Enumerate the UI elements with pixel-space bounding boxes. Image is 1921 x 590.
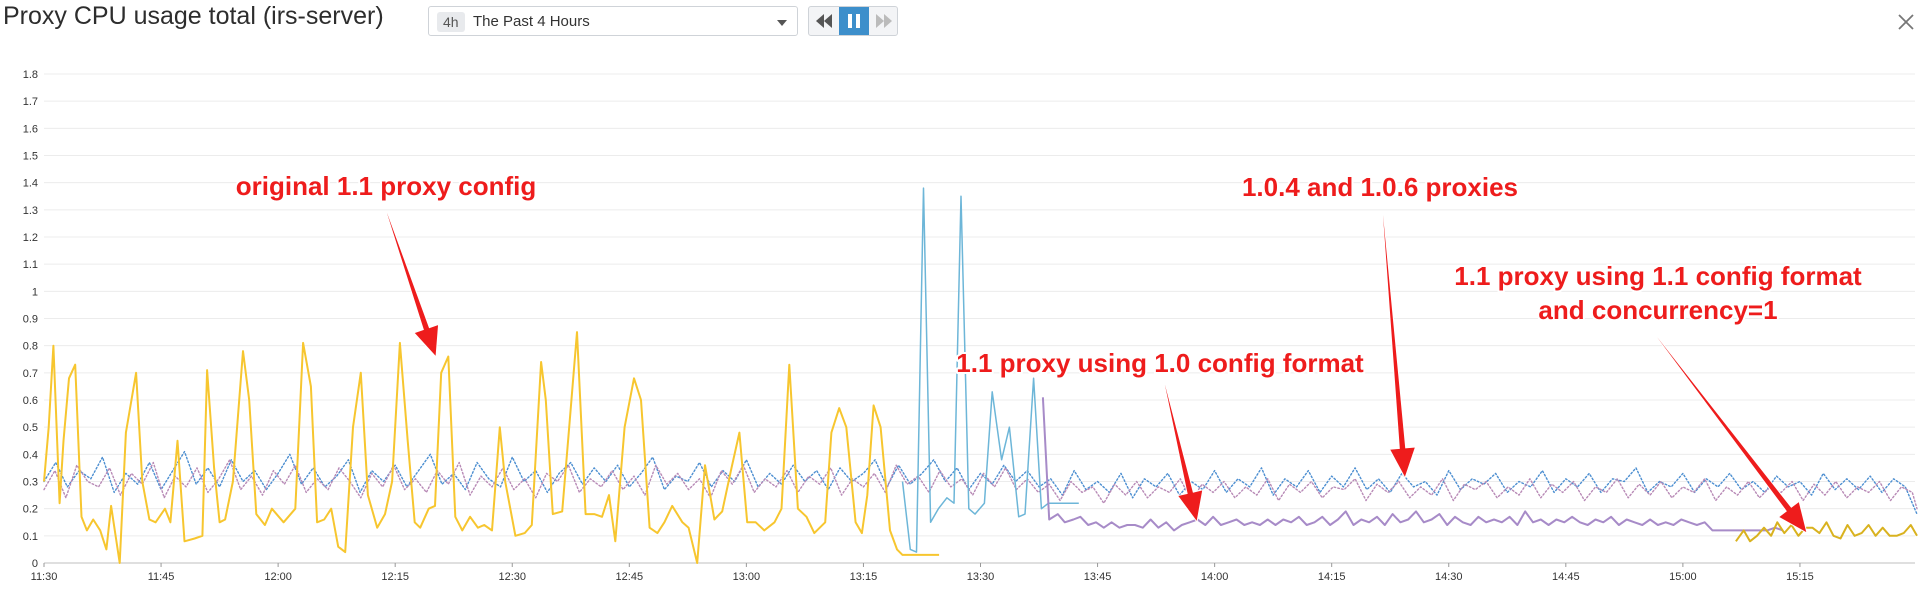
y-tick-label: 0.3 bbox=[23, 477, 38, 489]
y-tick-label: 0.5 bbox=[23, 422, 38, 434]
y-tick-label: 1.5 bbox=[23, 151, 38, 163]
y-axis-ticks: 0 0.1 0.2 0.3 0.4 0.5 0.6 0.7 0.8 0.9 1 1.1 1.2 1.3 1.… bbox=[23, 69, 38, 570]
x-tick-label: 13:00 bbox=[733, 571, 761, 583]
arrow-10format bbox=[1163, 384, 1204, 524]
series-line-5 bbox=[43, 459, 1918, 510]
timeframe-selector[interactable]: 4h The Past 4 Hours bbox=[428, 6, 798, 36]
rewind-button[interactable] bbox=[809, 7, 839, 35]
x-tick-label: 13:15 bbox=[850, 571, 878, 583]
x-tick-label: 14:45 bbox=[1552, 571, 1580, 583]
fast-forward-button[interactable] bbox=[869, 7, 897, 35]
series-line-0 bbox=[43, 331, 940, 564]
playback-controls bbox=[808, 6, 898, 36]
y-tick-label: 0.4 bbox=[23, 449, 38, 461]
ann-104-line-0: 1.0.4 and 1.0.6 proxies bbox=[1242, 172, 1518, 202]
x-tick-label: 12:15 bbox=[381, 571, 409, 583]
x-tick-label: 14:15 bbox=[1318, 571, 1346, 583]
x-tick-label: 14:00 bbox=[1201, 571, 1229, 583]
y-tick-label: 1.2 bbox=[23, 232, 38, 244]
x-tick-label: 12:45 bbox=[616, 571, 644, 583]
y-tick-label: 0.1 bbox=[23, 531, 38, 543]
y-tick-label: 1.4 bbox=[23, 178, 38, 190]
arrow-concurrency bbox=[1655, 336, 1808, 534]
y-tick-label: 1.7 bbox=[23, 96, 38, 108]
y-tick-label: 1.6 bbox=[23, 123, 38, 135]
y-tick-label: 0.2 bbox=[23, 504, 38, 516]
arrow-104 bbox=[1381, 214, 1417, 480]
rewind-icon bbox=[816, 14, 832, 28]
page-title: Proxy CPU usage total (irs-server) bbox=[3, 2, 384, 30]
y-tick-label: 1.3 bbox=[23, 205, 38, 217]
pause-button[interactable] bbox=[839, 7, 869, 35]
close-icon[interactable] bbox=[1896, 12, 1916, 32]
arrow-original bbox=[385, 212, 440, 359]
x-tick-label: 15:00 bbox=[1669, 571, 1697, 583]
x-tick-label: 12:30 bbox=[498, 571, 526, 583]
pause-icon bbox=[848, 14, 860, 28]
annotations: original 1.1 proxy config 1.0.4 and 1.0.6… bbox=[234, 169, 1864, 380]
y-tick-label: 0.7 bbox=[23, 368, 38, 380]
x-tick-label: 14:30 bbox=[1435, 571, 1463, 583]
x-tick-label: 13:45 bbox=[1084, 571, 1112, 583]
ann-original-line-0: original 1.1 proxy config bbox=[236, 171, 537, 201]
y-tick-label: 1 bbox=[32, 286, 38, 298]
ann-concurrency-line-1: and concurrency=1 bbox=[1538, 295, 1777, 325]
y-tick-label: 0.8 bbox=[23, 341, 38, 353]
fast-forward-icon bbox=[876, 14, 892, 28]
ann-10format-line-0: 1.1 proxy using 1.0 config format bbox=[956, 348, 1364, 378]
timeframe-label: The Past 4 Hours bbox=[473, 13, 590, 30]
x-axis-ticks: 11:30 11:45 12:00 12:15 12:30 12:45 13:00 13:15… bbox=[31, 563, 1814, 583]
y-tick-label: 0 bbox=[32, 558, 38, 570]
y-tick-label: 0.6 bbox=[23, 395, 38, 407]
y-tick-label: 1.8 bbox=[23, 69, 38, 81]
x-tick-label: 13:30 bbox=[967, 571, 995, 583]
timeframe-badge: 4h bbox=[437, 12, 465, 32]
series-lines bbox=[43, 187, 1918, 564]
y-tick-label: 0.9 bbox=[23, 314, 38, 326]
x-tick-label: 11:45 bbox=[148, 571, 175, 583]
x-tick-label: 15:15 bbox=[1786, 571, 1814, 583]
annotation-arrows bbox=[385, 212, 1808, 534]
x-tick-label: 12:00 bbox=[264, 571, 292, 583]
chevron-down-icon bbox=[777, 20, 787, 26]
y-tick-label: 1.1 bbox=[23, 259, 38, 271]
series-line-4 bbox=[43, 450, 1918, 515]
series-line-2 bbox=[1041, 397, 1784, 532]
ann-concurrency-line-0: 1.1 proxy using 1.1 config format bbox=[1454, 261, 1862, 291]
x-tick-label: 11:30 bbox=[31, 571, 58, 583]
series-line-1 bbox=[901, 187, 1079, 553]
series-line-3 bbox=[1735, 521, 1918, 543]
